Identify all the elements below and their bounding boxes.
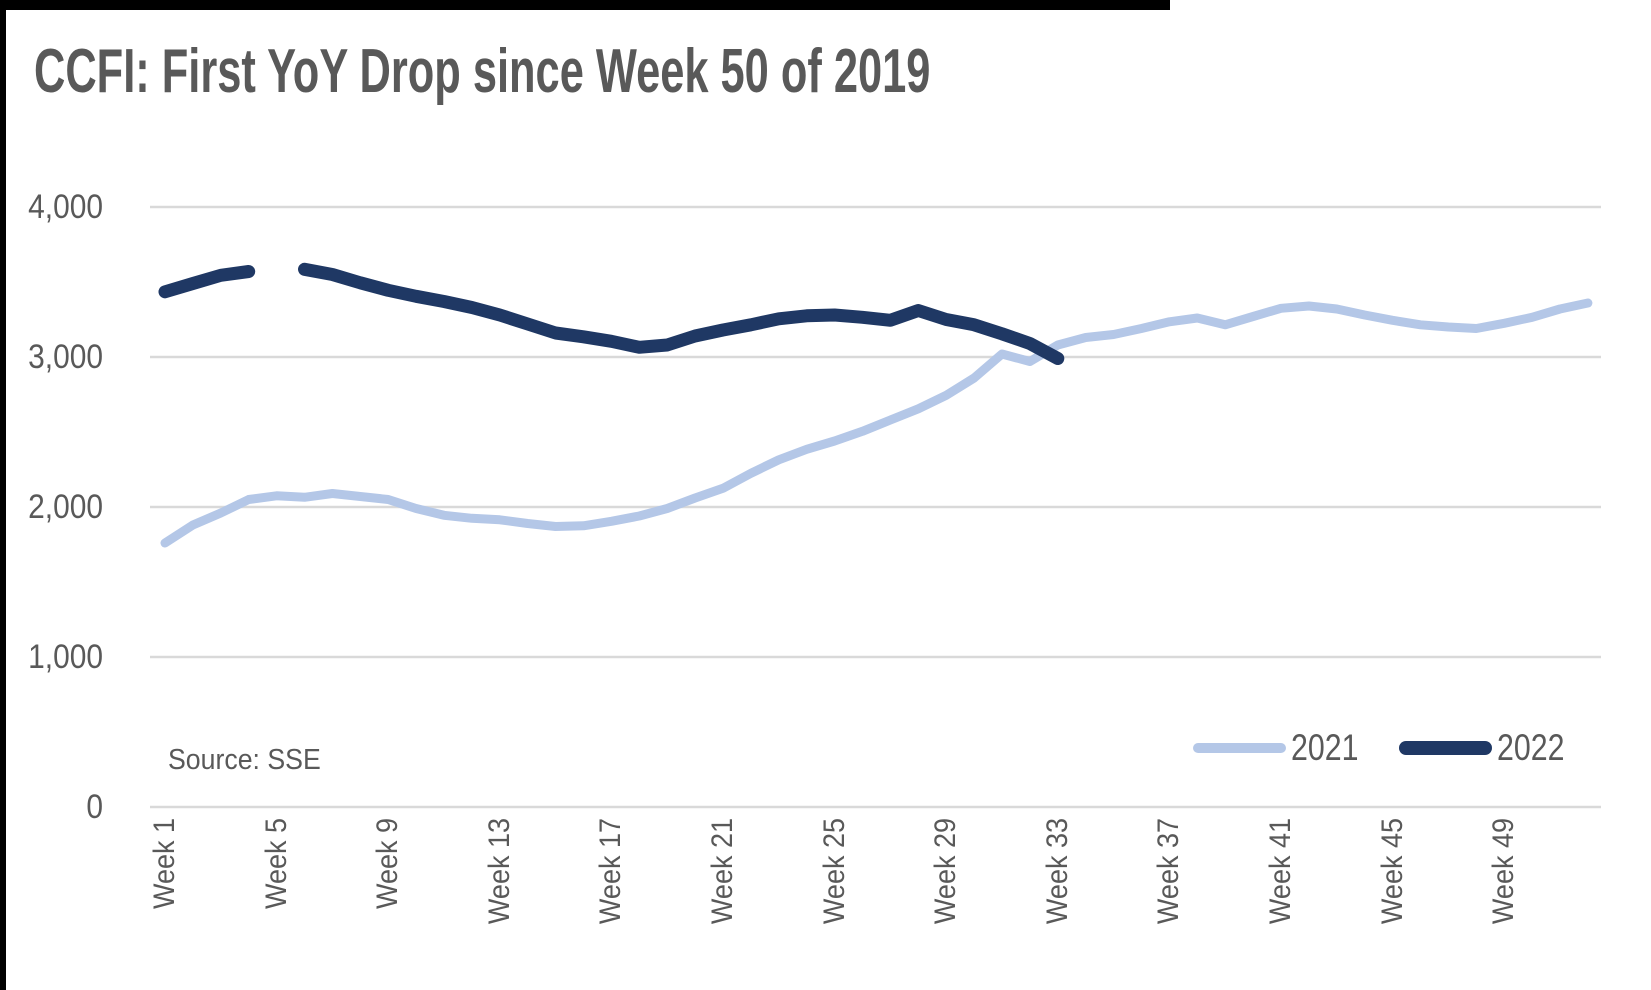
x-tick-label: Week 37 [1152, 818, 1186, 925]
left-border-bar [0, 0, 6, 990]
source-note: Source: SSE [168, 744, 321, 776]
x-tick-label: Week 21 [706, 818, 739, 925]
top-border-bar [0, 0, 1170, 10]
chart-title: CCFI: First YoY Drop since Week 50 of 20… [34, 37, 931, 106]
legend-swatch-2021 [1193, 743, 1286, 753]
legend: 2021 2022 [1193, 727, 1606, 769]
legend-label-2021: 2021 [1291, 727, 1359, 768]
legend-swatch-2022 [1399, 741, 1493, 755]
series-line-2022 [298, 262, 1065, 365]
series-line-2022 [158, 265, 256, 299]
y-tick-label: 0 [86, 788, 103, 826]
x-tick-label: Week 45 [1375, 818, 1409, 925]
x-tick-label: Week 13 [482, 818, 516, 925]
x-tick-label: Week 29 [929, 818, 963, 925]
y-tick-label: 4,000 [28, 188, 103, 226]
y-tick-label: 1,000 [28, 638, 103, 676]
x-tick-label: Week 9 [371, 818, 405, 910]
series-line-2021 [160, 298, 1593, 548]
legend-item-2021: 2021 [1193, 727, 1373, 769]
y-tick-label: 2,000 [28, 488, 103, 526]
x-tick-label: Week 49 [1487, 818, 1521, 925]
legend-item-2022: 2022 [1399, 727, 1579, 769]
x-tick-label: Week 1 [148, 818, 181, 910]
x-tick-label: Week 41 [1264, 818, 1297, 925]
x-tick-label: Week 25 [817, 818, 851, 925]
x-tick-label: Week 5 [259, 818, 293, 910]
x-tick-label: Week 33 [1040, 818, 1074, 925]
legend-label-2022: 2022 [1497, 727, 1565, 768]
x-tick-label: Week 17 [594, 818, 628, 925]
y-tick-label: 3,000 [28, 338, 103, 376]
